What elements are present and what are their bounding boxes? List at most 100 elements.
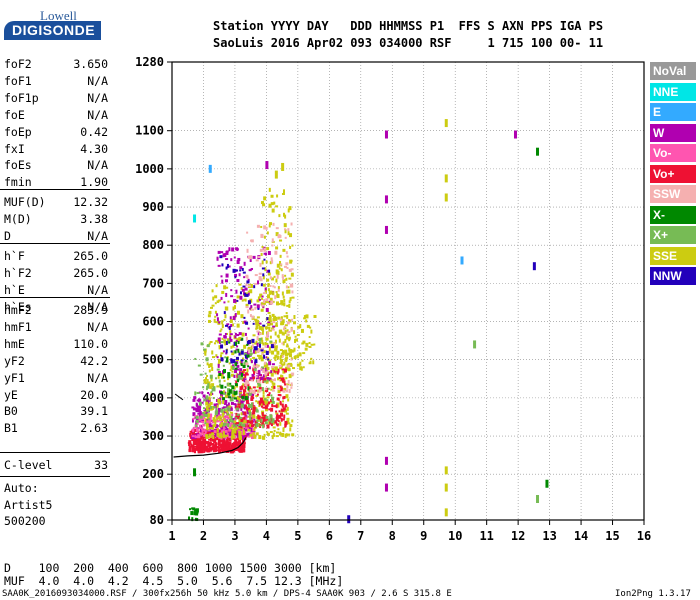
data-point (220, 357, 224, 362)
data-point (251, 316, 254, 319)
param-row-hf: h`F 265.0 (4, 249, 108, 265)
data-point (205, 422, 209, 426)
data-point (271, 396, 275, 401)
data-point (267, 323, 271, 327)
data-point (208, 363, 211, 368)
param-name: MUF(D) (4, 195, 46, 209)
data-point (217, 363, 220, 368)
data-point (242, 271, 246, 274)
data-point (277, 390, 280, 393)
data-point (192, 417, 195, 420)
data-point (275, 232, 279, 237)
data-point (221, 290, 225, 294)
data-point (191, 429, 194, 433)
data-point (228, 442, 231, 447)
data-point (284, 420, 288, 425)
data-point (210, 405, 213, 409)
data-point (242, 398, 246, 401)
data-point (257, 414, 260, 419)
data-point (235, 424, 238, 428)
data-point (219, 423, 223, 428)
data-point (285, 251, 288, 255)
data-point (198, 401, 202, 406)
data-point (229, 369, 232, 372)
data-point (272, 291, 275, 296)
data-point (266, 418, 269, 421)
data-point (191, 507, 194, 510)
data-point (239, 422, 243, 425)
data-point (264, 371, 268, 376)
data-point (239, 368, 243, 372)
data-point (248, 349, 252, 353)
data-point (231, 247, 235, 252)
data-point (234, 335, 237, 339)
data-point (215, 377, 218, 380)
data-point (264, 420, 267, 423)
data-point (209, 341, 213, 344)
data-point (255, 365, 259, 369)
data-point (225, 419, 228, 422)
data-point (203, 407, 206, 410)
data-point (202, 386, 205, 389)
data-point (271, 244, 274, 247)
data-point (235, 289, 238, 294)
data-point (249, 416, 252, 421)
data-point (263, 354, 266, 359)
data-point (283, 265, 287, 268)
data-point (310, 329, 313, 334)
data-point (260, 376, 264, 379)
data-point (279, 412, 283, 417)
data-point (206, 409, 210, 412)
data-point (275, 410, 278, 413)
data-point (266, 431, 269, 434)
data-point (247, 284, 251, 287)
data-point (222, 350, 225, 353)
data-point (272, 318, 276, 322)
data-point (300, 366, 303, 371)
data-point (236, 405, 239, 408)
data-point (243, 369, 247, 372)
data-point (236, 424, 239, 427)
data-point (275, 322, 278, 327)
data-point (265, 327, 268, 330)
isolated-point (384, 456, 388, 465)
data-point (194, 508, 197, 512)
footer-file-info: SAA0K_2016093034000.RSF / 300fx256h 50 k… (2, 589, 452, 599)
footer-version: Ion2Png 1.3.17 (615, 589, 691, 599)
data-point (195, 433, 199, 438)
data-point (266, 379, 269, 382)
data-point (249, 389, 252, 394)
data-point (192, 440, 195, 444)
data-point (279, 239, 283, 242)
data-point (257, 331, 260, 336)
data-point (193, 448, 196, 453)
data-point (270, 370, 273, 374)
data-point (252, 364, 255, 369)
data-point (213, 419, 217, 423)
data-point (225, 349, 228, 354)
data-point (262, 368, 266, 373)
param-row-hme: hmE 110.0 (4, 337, 108, 353)
param-name: h`E (4, 282, 25, 297)
data-point (226, 306, 229, 311)
data-point (270, 388, 273, 391)
data-point (202, 394, 206, 398)
data-point (282, 369, 286, 374)
data-point (266, 317, 269, 321)
data-point (270, 202, 274, 206)
data-point (268, 359, 272, 362)
data-point (270, 344, 274, 349)
y-tick-label: 1000 (135, 162, 164, 176)
data-point (258, 435, 262, 440)
data-point (233, 298, 237, 303)
data-point (291, 433, 295, 437)
data-point (257, 256, 261, 259)
data-point (230, 415, 233, 420)
data-point (276, 355, 279, 360)
data-point (263, 235, 266, 239)
legend-item-x: X- (650, 205, 696, 224)
data-point (207, 383, 211, 388)
data-point (225, 286, 229, 289)
data-point (246, 380, 250, 385)
data-point (206, 374, 209, 377)
